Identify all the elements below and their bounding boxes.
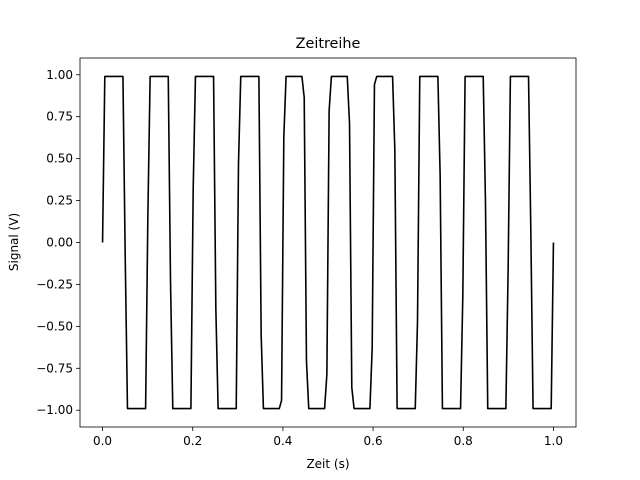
y-tick-label: 0.00 xyxy=(46,236,73,250)
x-tick-label: 1.0 xyxy=(544,434,563,448)
y-tick-label: −0.75 xyxy=(36,361,73,375)
series-line-signal xyxy=(101,75,555,410)
y-tick-label: −1.00 xyxy=(36,403,73,417)
y-tick-label: 0.75 xyxy=(46,110,73,124)
y-tick-label: 1.00 xyxy=(46,68,73,82)
y-tick-label: 0.50 xyxy=(46,152,73,166)
chart-title: Zeitreihe xyxy=(296,36,361,52)
x-tick-label: 0.8 xyxy=(454,434,473,448)
x-tick-label: 0.4 xyxy=(273,434,292,448)
y-tick-label: −0.50 xyxy=(36,319,73,333)
y-tick-label: 0.25 xyxy=(46,194,73,208)
plot-area: 0.0 0.2 0.4 0.6 0.8 1.0 1.00 0.75 0.50 0.25 0.00 −0… xyxy=(36,57,577,448)
y-tick-label: −0.25 xyxy=(36,277,73,291)
y-axis-label: Signal (V) xyxy=(7,213,21,271)
x-tick-label: 0.2 xyxy=(183,434,202,448)
x-tick-label: 0.6 xyxy=(364,434,383,448)
axes-frame xyxy=(79,57,577,428)
x-axis-label: Zeit (s) xyxy=(306,457,349,471)
x-tick-label: 0.0 xyxy=(93,434,112,448)
